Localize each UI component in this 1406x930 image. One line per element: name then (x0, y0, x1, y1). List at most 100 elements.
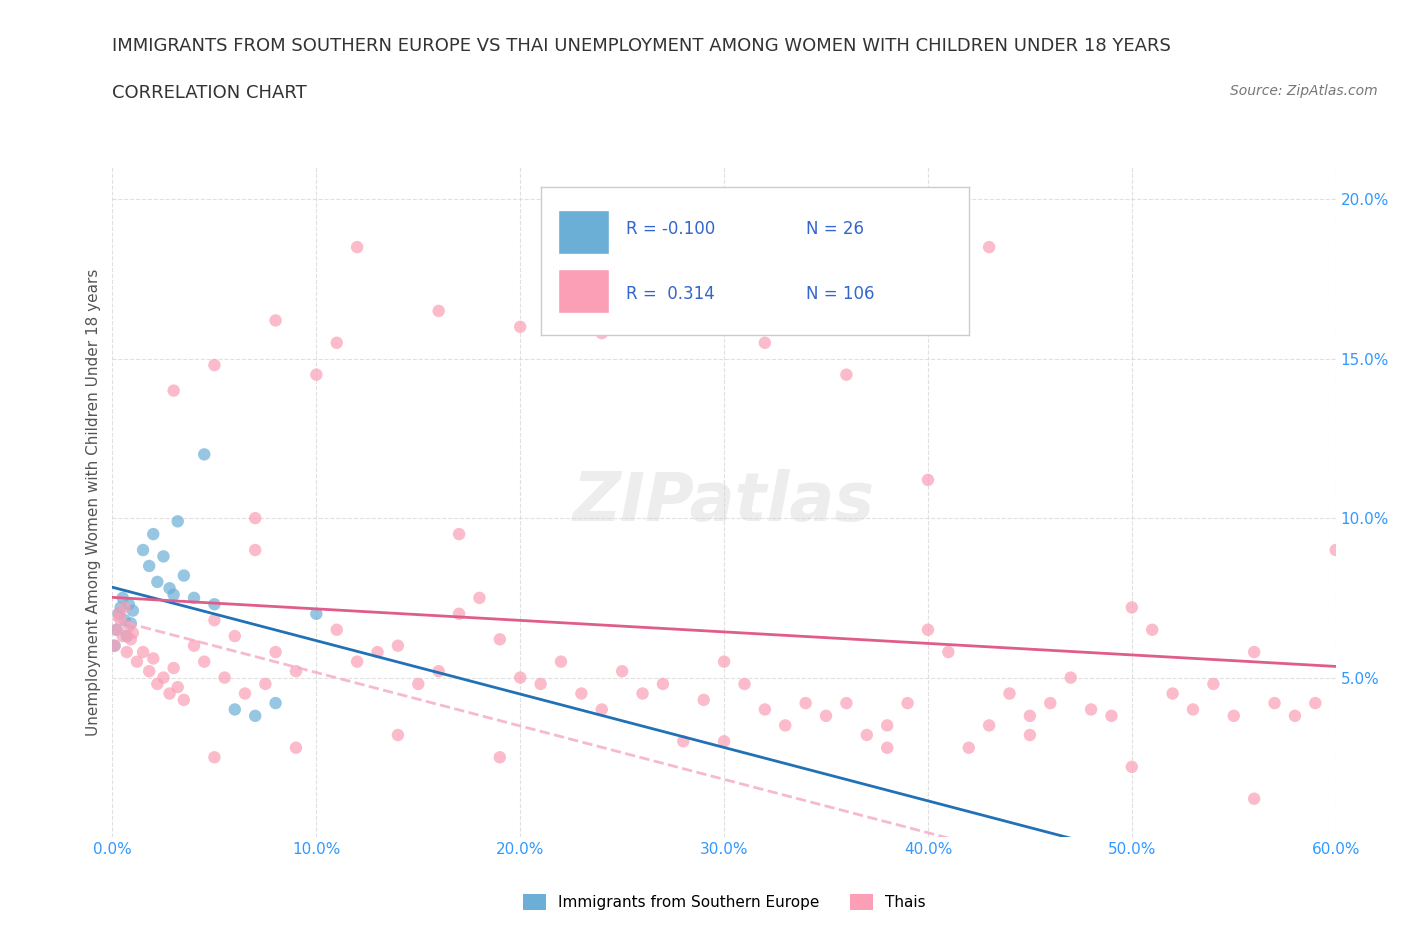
Point (1060, 671, 1083, 685)
Text: IMMIGRANTS FROM SOUTHERN EUROPE VS THAI UNEMPLOYMENT AMONG WOMEN WITH CHILDREN U: IMMIGRANTS FROM SOUTHERN EUROPE VS THAI … (112, 37, 1171, 55)
Point (159, 581, 181, 596)
Point (550, 654, 572, 669)
Point (509, 671, 531, 685)
Point (1202, 676, 1225, 691)
Point (346, 240, 368, 255)
Point (107, 606, 129, 621)
Point (775, 718, 797, 733)
Point (305, 367, 328, 382)
Point (855, 727, 877, 742)
Point (489, 750, 512, 764)
Point (118, 597, 141, 612)
Point (754, 702, 776, 717)
Point (173, 693, 195, 708)
Point (284, 664, 308, 679)
Point (1121, 760, 1143, 775)
Point (114, 600, 136, 615)
Point (387, 638, 409, 653)
Point (204, 750, 226, 764)
Point (713, 654, 735, 669)
Point (468, 591, 491, 605)
Point (138, 664, 160, 679)
Point (897, 696, 920, 711)
Point (115, 644, 138, 659)
Point (489, 631, 512, 646)
Point (152, 549, 174, 564)
Point (224, 629, 246, 644)
Point (447, 526, 470, 541)
Y-axis label: Unemployment Among Women with Children Under 18 years: Unemployment Among Women with Children U… (86, 269, 101, 736)
Point (105, 622, 128, 637)
Point (254, 676, 277, 691)
Point (264, 696, 287, 711)
Point (152, 671, 174, 685)
Point (193, 654, 215, 669)
Point (876, 740, 898, 755)
Point (110, 613, 132, 628)
Point (118, 619, 141, 634)
Point (163, 587, 186, 602)
Point (917, 472, 939, 487)
Point (204, 358, 226, 373)
Point (1324, 542, 1347, 557)
Point (427, 303, 450, 318)
Point (876, 718, 898, 733)
Point (146, 575, 169, 590)
Point (917, 622, 939, 637)
Point (835, 367, 858, 382)
Point (125, 654, 148, 669)
Point (114, 613, 136, 628)
Point (120, 631, 142, 646)
Point (1243, 644, 1265, 659)
Point (979, 718, 1001, 733)
Point (142, 651, 165, 666)
Point (672, 734, 695, 749)
Point (284, 740, 308, 755)
Point (713, 734, 735, 749)
Point (264, 313, 287, 328)
Point (1018, 709, 1040, 724)
Point (132, 542, 155, 557)
Point (631, 686, 654, 701)
Point (529, 676, 551, 691)
Point (107, 606, 129, 621)
Point (103, 638, 125, 653)
Point (111, 591, 134, 605)
Point (754, 336, 776, 351)
Point (1305, 696, 1327, 711)
Point (1284, 709, 1306, 724)
Text: CORRELATION CHART: CORRELATION CHART (112, 84, 308, 101)
Legend: Immigrants from Southern Europe, Thais: Immigrants from Southern Europe, Thais (516, 888, 932, 916)
Point (591, 702, 613, 717)
Point (610, 272, 633, 286)
Point (1243, 791, 1265, 806)
Point (387, 727, 409, 742)
Point (734, 676, 756, 691)
Point (132, 644, 155, 659)
Point (794, 696, 817, 711)
Point (122, 626, 145, 641)
Point (115, 629, 138, 644)
Point (815, 240, 838, 255)
Point (166, 680, 188, 695)
Point (447, 606, 470, 621)
Point (1264, 696, 1286, 711)
Point (142, 526, 165, 541)
Point (233, 686, 256, 701)
Point (610, 664, 633, 679)
Point (166, 514, 188, 529)
Point (1223, 709, 1246, 724)
Point (835, 696, 858, 711)
Point (193, 447, 215, 462)
Point (1121, 600, 1143, 615)
Text: Source: ZipAtlas.com: Source: ZipAtlas.com (1230, 84, 1378, 98)
Point (509, 319, 531, 334)
Point (110, 600, 132, 615)
Point (1142, 622, 1164, 637)
Point (173, 568, 195, 583)
Point (264, 644, 287, 659)
Point (1018, 727, 1040, 742)
Point (204, 597, 226, 612)
Point (183, 638, 205, 653)
Point (1099, 709, 1122, 724)
